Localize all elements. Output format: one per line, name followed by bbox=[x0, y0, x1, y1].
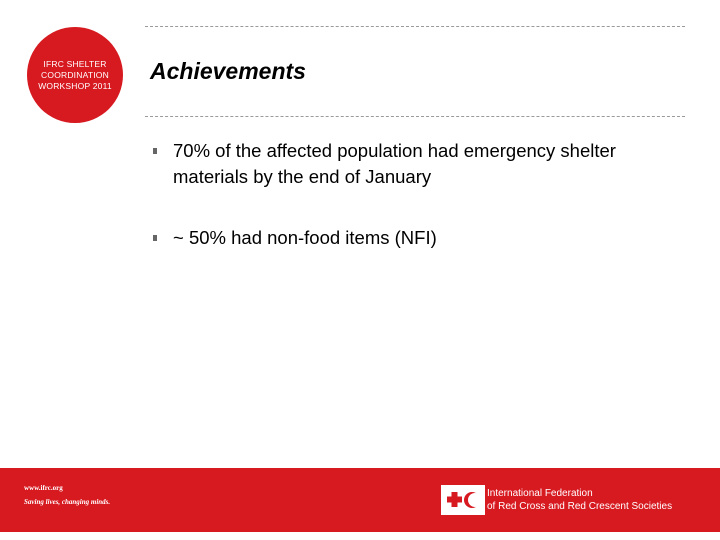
bullet-item: ~ 50% had non-food items (NFI) bbox=[153, 225, 673, 251]
bullet-item: 70% of the affected population had emerg… bbox=[153, 138, 673, 190]
organization-name: International Federation of Red Cross an… bbox=[487, 487, 672, 513]
badge-line-2: COORDINATION bbox=[41, 69, 109, 80]
slide-title: Achievements bbox=[150, 58, 306, 84]
red-cross-red-crescent-icon bbox=[447, 492, 482, 508]
square-bullet-icon bbox=[153, 148, 157, 154]
footer-url: www.ifrc.org bbox=[24, 484, 63, 492]
footer-bar: www.ifrc.org Saving lives, changing mind… bbox=[0, 468, 720, 532]
emblem-box bbox=[441, 485, 485, 515]
workshop-badge-text: IFRC SHELTER COORDINATION WORKSHOP 2011 bbox=[30, 59, 120, 92]
bullet-text: ~ 50% had non-food items (NFI) bbox=[173, 227, 437, 248]
bullet-list: 70% of the affected population had emerg… bbox=[153, 138, 673, 286]
ifrc-logo: International Federation of Red Cross an… bbox=[441, 485, 701, 515]
badge-line-3: WORKSHOP 2011 bbox=[38, 80, 112, 91]
badge-line-1: IFRC SHELTER bbox=[43, 58, 107, 69]
title-divider bbox=[145, 116, 685, 117]
footer-tagline: Saving lives, changing minds. bbox=[24, 498, 111, 506]
org-name-line-2: of Red Cross and Red Crescent Societies bbox=[487, 501, 673, 512]
square-bullet-icon bbox=[153, 235, 157, 241]
top-divider bbox=[145, 26, 685, 27]
org-name-line-1: International Federation bbox=[487, 488, 593, 499]
bullet-text: 70% of the affected population had emerg… bbox=[173, 140, 616, 187]
workshop-badge: IFRC SHELTER COORDINATION WORKSHOP 2011 bbox=[27, 27, 123, 123]
